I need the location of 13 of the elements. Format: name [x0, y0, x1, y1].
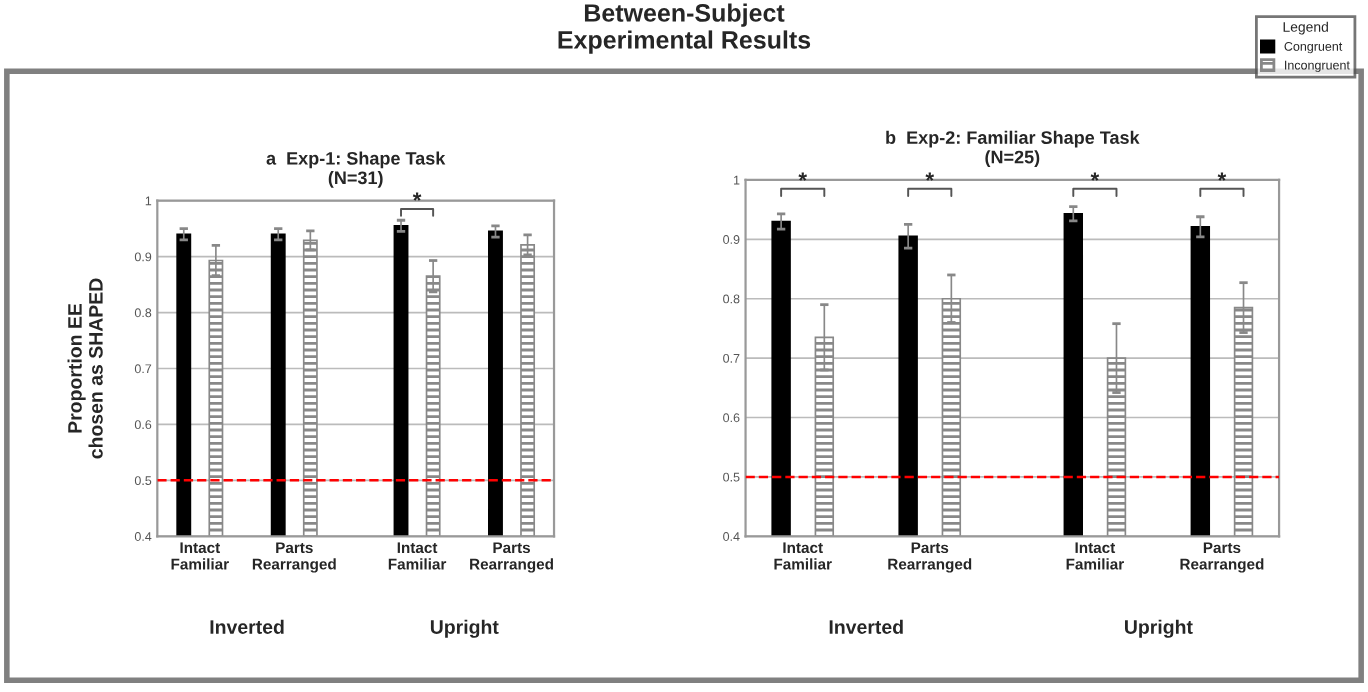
- annotation: *: [798, 172, 808, 181]
- chart-subtitle: b Exp-2: Familiar Shape Task (N=25): [886, 130, 1140, 167]
- chart-subtitle: a Exp-1: Shape Task (N=31): [266, 151, 446, 188]
- annotation: *: [1090, 172, 1100, 181]
- text: Inverted: [210, 619, 284, 634]
- text: Between-Subject Experimental Results: [558, 3, 811, 54]
- annotation: *: [1217, 172, 1227, 181]
- y-axis-title: Proportion EE chosen as SHAPED: [67, 278, 103, 459]
- text: Inverted: [829, 619, 903, 634]
- annotation: *: [925, 172, 935, 181]
- text: Upright: [1125, 619, 1193, 638]
- annotation: *: [412, 192, 422, 201]
- text: Upright: [430, 619, 499, 638]
